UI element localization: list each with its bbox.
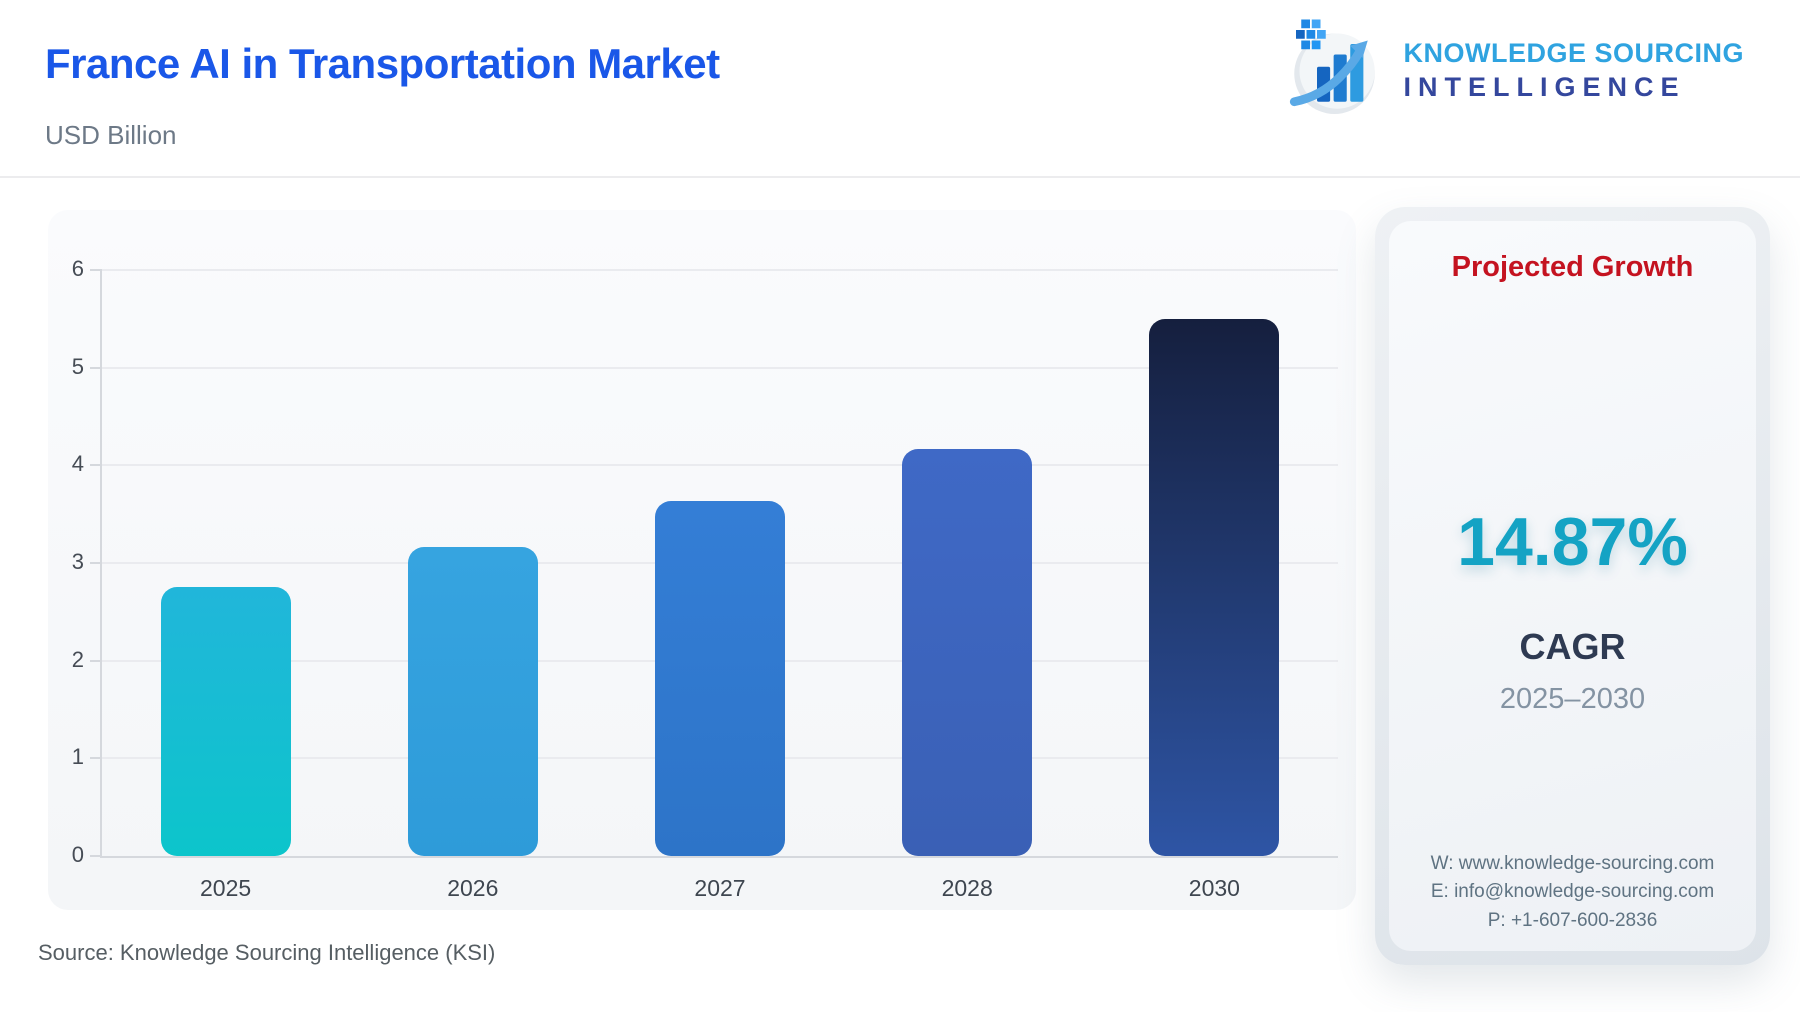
bar-2028	[902, 448, 1033, 856]
growth-card-title: Projected Growth	[1451, 251, 1694, 283]
cagr-label: CAGR	[1519, 626, 1626, 667]
gridline-4	[102, 464, 1338, 467]
y-tick-2	[90, 659, 102, 662]
x-axis-label-2030: 2030	[1188, 875, 1240, 901]
y-axis-label-3: 3	[71, 549, 84, 574]
y-axis-label-0: 0	[71, 842, 84, 867]
y-axis-label-1: 1	[71, 744, 84, 770]
growth-card-body: Projected Growth 14.87% CAGR 2025–2030 W…	[1389, 221, 1756, 951]
logo-text-line2: INTELLIGENCE	[1403, 72, 1686, 102]
y-tick-1	[90, 757, 102, 760]
bar-2030	[1149, 318, 1280, 856]
plot-area: 0 1 2 3 4 5 6 2025 2026 2027 2028 2030	[72, 256, 1338, 901]
x-axis-label-2028: 2028	[941, 875, 993, 901]
growth-card: Projected Growth 14.87% CAGR 2025–2030 W…	[1375, 207, 1770, 965]
chart-unit-label: USD Billion	[45, 120, 177, 150]
bar-2026	[407, 547, 538, 856]
y-tick-3	[90, 562, 102, 564]
y-axis-label-2: 2	[71, 646, 84, 672]
bar-2027	[655, 501, 785, 856]
source-note: Source: Knowledge Sourcing Intelligence …	[38, 940, 496, 965]
y-tick-5	[90, 366, 102, 369]
x-axis-label-2025: 2025	[200, 875, 252, 901]
y-tick-6	[90, 269, 102, 271]
contact-website: W: www.knowledge-sourcing.com	[1430, 852, 1715, 874]
gridline-6	[102, 269, 1338, 271]
cagr-period: 2025–2030	[1499, 683, 1646, 715]
logo-text-line1: KNOWLEDGE SOURCING	[1403, 38, 1744, 69]
globe-chart-arrow-icon	[1282, 16, 1387, 126]
cagr-value: 14.87%	[1457, 504, 1688, 580]
contact-phone: P: +1-607-600-2836	[1487, 909, 1658, 931]
gridline-5	[102, 366, 1338, 369]
header-divider	[0, 176, 1800, 178]
y-tick-4	[90, 464, 102, 467]
company-logo: KNOWLEDGE SOURCING INTELLIGENCE	[1282, 16, 1744, 126]
y-axis-label-4: 4	[71, 451, 84, 477]
contact-email: E: info@knowledge-sourcing.com	[1430, 881, 1715, 902]
bar-chart-panel: 0 1 2 3 4 5 6 2025 2026 2027 2028 2030	[48, 210, 1356, 910]
page-title: France AI in Transportation Market	[45, 40, 720, 87]
bar-2025	[160, 587, 291, 856]
contact-block: W: www.knowledge-sourcing.com E: info@kn…	[1389, 850, 1756, 936]
y-tick-0	[90, 855, 102, 857]
y-axis-label-6: 6	[71, 256, 84, 281]
x-axis-label-2027: 2027	[694, 875, 746, 901]
y-axis-label-5: 5	[71, 353, 84, 379]
x-axis-label-2026: 2026	[447, 875, 499, 901]
